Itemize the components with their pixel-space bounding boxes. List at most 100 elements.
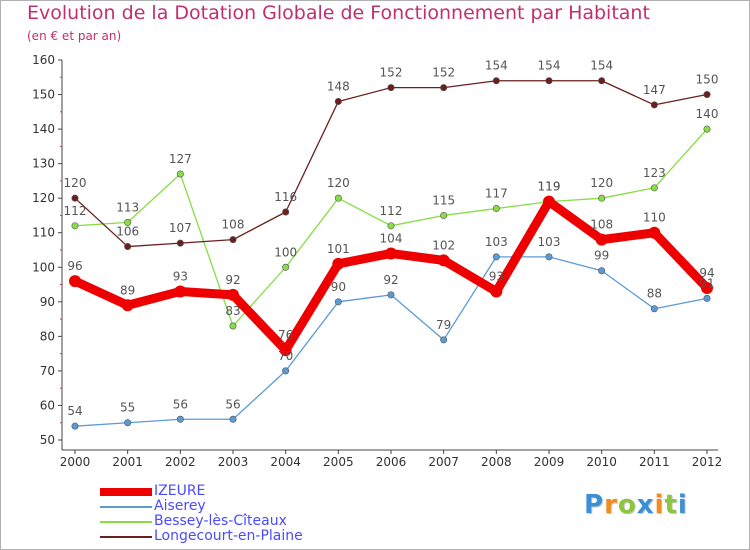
data-label: 120 xyxy=(590,176,613,190)
data-point xyxy=(282,208,290,216)
chart-title: Evolution de la Dotation Globale de Fonc… xyxy=(27,2,650,24)
data-point xyxy=(598,194,606,202)
data-label: 90 xyxy=(331,280,346,294)
series-layer xyxy=(69,77,713,430)
data-point xyxy=(598,267,606,275)
data-point xyxy=(492,253,500,261)
legend-swatch xyxy=(100,521,152,523)
data-point xyxy=(71,222,79,230)
proxiti-logo: Proxiti xyxy=(584,490,688,520)
x-tick-label: 2005 xyxy=(323,455,354,469)
data-label: 150 xyxy=(696,73,719,87)
data-point xyxy=(703,125,711,133)
data-label: 106 xyxy=(116,225,139,239)
data-point xyxy=(176,239,184,247)
data-point xyxy=(437,254,450,267)
data-point xyxy=(71,422,79,430)
data-label: 56 xyxy=(225,397,240,411)
data-label: 88 xyxy=(647,287,662,301)
data-label: 154 xyxy=(590,59,613,73)
data-point xyxy=(545,77,553,85)
x-tick-label: 2001 xyxy=(112,455,143,469)
data-point xyxy=(387,222,395,230)
data-point xyxy=(598,77,606,85)
data-label: 113 xyxy=(116,200,139,214)
data-point xyxy=(229,322,237,330)
data-point xyxy=(595,233,608,246)
x-tick-label: 2010 xyxy=(586,455,617,469)
data-label: 152 xyxy=(380,66,403,80)
data-point xyxy=(492,77,500,85)
legend-label: Bessey-lès-Cîteaux xyxy=(154,513,287,529)
data-label: 112 xyxy=(380,204,403,218)
data-point xyxy=(229,415,237,423)
y-tick-label: 160 xyxy=(32,53,55,67)
x-tick-label: 2000 xyxy=(60,455,91,469)
data-point xyxy=(334,97,342,105)
data-label: 100 xyxy=(274,245,297,259)
x-tick-label: 2008 xyxy=(481,455,512,469)
data-label: 127 xyxy=(169,152,192,166)
data-label: 110 xyxy=(643,211,666,225)
data-point xyxy=(650,305,658,313)
data-point xyxy=(545,253,553,261)
data-label: 120 xyxy=(327,176,350,190)
data-label: 148 xyxy=(327,79,350,93)
data-point xyxy=(124,419,132,427)
data-label: 55 xyxy=(120,401,135,415)
data-point xyxy=(176,170,184,178)
data-label: 56 xyxy=(173,397,188,411)
data-point xyxy=(648,226,661,239)
data-label: 123 xyxy=(643,166,666,180)
data-label: 120 xyxy=(64,176,87,190)
x-tick-label: 2006 xyxy=(376,455,407,469)
y-tick-label: 150 xyxy=(32,88,55,102)
data-label: 152 xyxy=(432,66,455,80)
y-tick-label: 130 xyxy=(32,157,55,171)
y-tick-label: 110 xyxy=(32,226,55,240)
data-label: 108 xyxy=(590,218,613,232)
data-label: 104 xyxy=(380,231,403,245)
data-label: 119 xyxy=(538,180,561,194)
data-point xyxy=(387,291,395,299)
logo-letter: i xyxy=(654,490,665,520)
data-point xyxy=(282,367,290,375)
x-tick-label: 2007 xyxy=(428,455,459,469)
data-label: 107 xyxy=(169,221,192,235)
data-label: 147 xyxy=(643,83,666,97)
series-longecourt-en-plaine xyxy=(71,77,711,251)
data-label: 54 xyxy=(67,404,82,418)
legend-label: Longecourt-en-Plaine xyxy=(154,528,303,544)
legend-swatch xyxy=(100,536,152,538)
x-tick-label: 2011 xyxy=(639,455,670,469)
logo-letter: x xyxy=(636,490,655,520)
data-label: 154 xyxy=(485,59,508,73)
logo-letter: r xyxy=(604,490,618,520)
data-point xyxy=(121,299,134,312)
data-point xyxy=(229,236,237,244)
data-point xyxy=(440,336,448,344)
data-point xyxy=(703,294,711,302)
x-tick-label: 2003 xyxy=(218,455,249,469)
data-label: 140 xyxy=(696,107,719,121)
data-label: 93 xyxy=(173,269,188,283)
data-label: 94 xyxy=(699,266,714,280)
data-point xyxy=(176,415,184,423)
y-tick-label: 140 xyxy=(32,122,55,136)
data-point xyxy=(650,184,658,192)
series-izeure xyxy=(69,195,713,357)
data-point xyxy=(71,194,79,202)
x-tick-label: 2012 xyxy=(692,455,723,469)
axes-layer: 50 60 70 80 90 100 110 120 130 140 150 160 2000 2001 2… xyxy=(32,53,722,469)
data-point xyxy=(490,285,503,298)
data-point xyxy=(703,91,711,99)
data-label: 116 xyxy=(274,190,297,204)
data-point xyxy=(440,84,448,92)
data-label: 91 xyxy=(699,276,714,290)
y-tick-label: 80 xyxy=(40,329,55,343)
y-tick-label: 70 xyxy=(40,364,55,378)
data-point xyxy=(227,288,239,301)
data-label: 154 xyxy=(538,59,561,73)
data-point xyxy=(334,298,342,306)
